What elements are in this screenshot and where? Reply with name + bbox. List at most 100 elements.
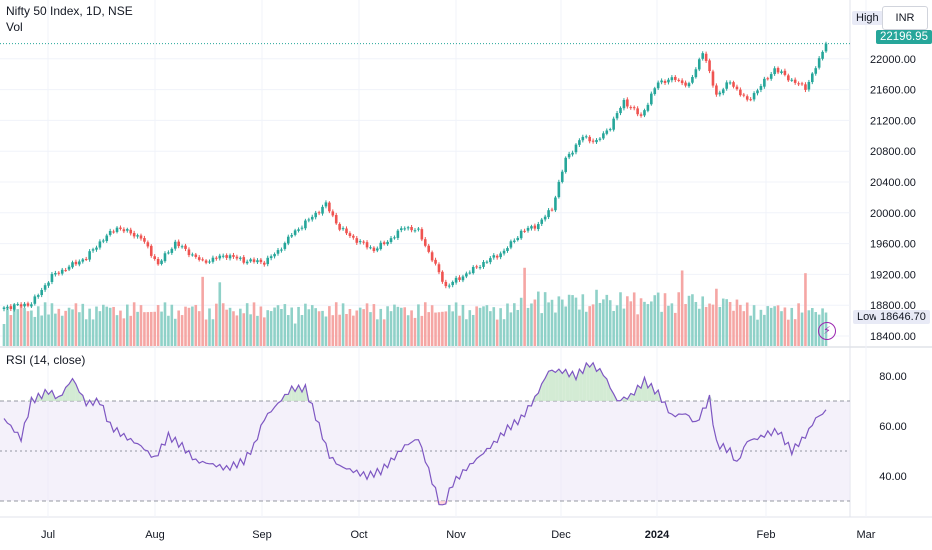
currency-button[interactable]: INR (882, 6, 928, 30)
volume-bar (776, 305, 780, 346)
candle-body (396, 230, 400, 238)
volume-bar (783, 307, 787, 346)
candle-body (84, 258, 88, 260)
volume-bar (136, 311, 139, 346)
candle-body (509, 241, 513, 248)
rsi-overbought-fill (606, 378, 611, 401)
candle-body (98, 241, 102, 248)
volume-bar (434, 312, 437, 346)
candle-body (88, 251, 91, 260)
volume-bar (704, 306, 708, 346)
candle-body (67, 266, 71, 270)
candle-body (697, 59, 701, 70)
symbol-legend[interactable]: Nifty 50 Index, 1D, NSE (6, 4, 133, 18)
candle-body (725, 82, 728, 89)
volume-bar (513, 303, 516, 346)
candle-body (232, 255, 235, 257)
candle-body (187, 249, 191, 256)
volume-bar (478, 307, 482, 346)
candle-body (471, 266, 475, 274)
volume-bar (263, 317, 266, 346)
volume-bar (406, 315, 410, 346)
volume-bar (266, 310, 270, 346)
volume-bar (331, 315, 335, 346)
volume-bar (677, 292, 681, 346)
candle-body (393, 237, 396, 239)
candle-body (19, 304, 23, 307)
candle-body (40, 289, 43, 296)
candle-body (108, 230, 112, 235)
candle-body (126, 229, 129, 231)
candle-body (489, 258, 492, 263)
candle-body (711, 71, 715, 86)
candle-body (595, 139, 598, 143)
volume-bar (602, 299, 605, 346)
volume-bar (595, 289, 598, 346)
candle-body (36, 295, 40, 297)
candle-body (612, 118, 615, 130)
candle-body (797, 83, 800, 85)
volume-bar (317, 311, 321, 346)
candle-body (441, 271, 444, 282)
candle-body (208, 261, 211, 263)
candle-body (420, 229, 424, 240)
candle-body (615, 113, 619, 119)
volume-bar (235, 315, 239, 346)
rsi-tick-label: 40.00 (879, 471, 907, 483)
rsi-overbought-fill (45, 389, 49, 401)
candle-body (687, 83, 691, 87)
candle-body (766, 78, 770, 80)
candle-body (639, 114, 643, 116)
candle-body (475, 266, 478, 268)
rsi-overbought-fill (72, 378, 76, 401)
time-tick-label: Dec (551, 529, 571, 541)
candle-body (437, 264, 441, 273)
volume-bar (619, 292, 622, 346)
volume-bar (454, 302, 458, 346)
volume-bar (249, 314, 252, 346)
candle-body (581, 136, 585, 141)
candle-body (674, 76, 677, 80)
volume-bar (756, 319, 759, 346)
rsi-line (3, 361, 827, 506)
volume-bar (74, 303, 78, 346)
volume-bar (47, 314, 50, 346)
candle-body (721, 89, 725, 94)
candle-body (180, 246, 184, 248)
candle-body (57, 272, 61, 274)
volume-legend[interactable]: Vol (6, 20, 23, 34)
price-tick-label: 18800.00 (870, 300, 916, 312)
volume-bar (643, 301, 646, 346)
volume-bar (697, 308, 701, 346)
time-tick-label: Jul (41, 529, 55, 541)
volume-bar (718, 306, 722, 346)
volume-bar (811, 308, 814, 346)
volume-bar (691, 294, 694, 346)
candle-body (495, 255, 499, 258)
candle-body (417, 228, 420, 230)
volume-bar (382, 319, 386, 346)
volume-bar (492, 307, 496, 346)
candle-body (201, 259, 204, 261)
volume-bar (650, 301, 653, 346)
volume-bar (297, 306, 300, 346)
volume-bar (417, 304, 420, 346)
rsi-overbought-fill (65, 383, 70, 401)
lightning-icon[interactable]: ⚡ (818, 322, 836, 340)
rsi-legend[interactable]: RSI (14, close) (6, 353, 86, 367)
candle-body (211, 257, 215, 262)
candle-body (660, 80, 663, 83)
volume-bar (376, 319, 379, 346)
candle-body (239, 257, 242, 259)
volume-bar (50, 303, 54, 346)
rsi-overbought-fill (301, 384, 306, 401)
rsi-overbought-fill (569, 371, 573, 401)
candle-body (756, 90, 759, 94)
volume-bar (581, 294, 585, 346)
candle-body (43, 285, 47, 290)
candle-body (694, 69, 698, 78)
volume-bar (742, 311, 746, 346)
volume-bar (793, 319, 797, 346)
volume-bar (656, 292, 660, 346)
